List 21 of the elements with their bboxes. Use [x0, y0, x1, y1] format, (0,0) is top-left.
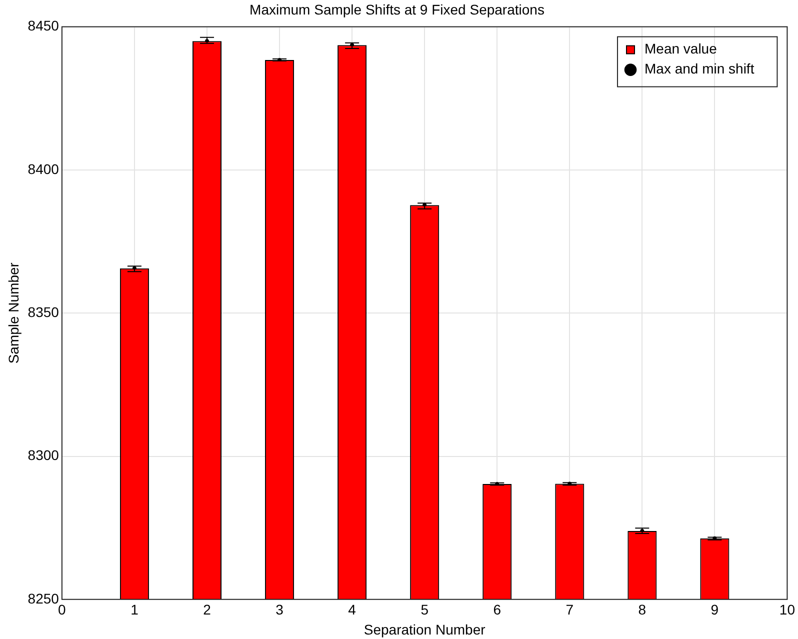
x-tick-label: 2: [203, 602, 212, 618]
x-tick-label: 10: [779, 602, 796, 618]
x-tick-label: 6: [493, 602, 502, 618]
y-tick-label: 8450: [28, 18, 60, 34]
y-tick-label: 8300: [28, 447, 60, 464]
x-tick-label: 3: [276, 602, 284, 618]
y-axis-title: Sample Number: [5, 262, 22, 364]
x-tick-label: 0: [58, 602, 66, 618]
y-tick-label: 8250: [28, 590, 60, 606]
x-tick-label: 7: [566, 602, 574, 618]
x-axis-title: Separation Number: [364, 621, 486, 638]
y-tick-label: 8400: [28, 160, 60, 177]
chart-title: Maximum Sample Shifts at 9 Fixed Separations: [250, 1, 544, 18]
x-tick-label: 4: [348, 602, 356, 618]
legend-label: Mean value: [644, 40, 718, 57]
x-tick-label: 8: [638, 602, 646, 618]
legend-label: Max and min shift: [644, 60, 754, 77]
x-tick-label: 5: [420, 602, 429, 618]
y-tick-label: 8350: [28, 304, 60, 320]
x-tick-label: 1: [130, 602, 139, 618]
x-tick-label: 9: [710, 602, 719, 618]
